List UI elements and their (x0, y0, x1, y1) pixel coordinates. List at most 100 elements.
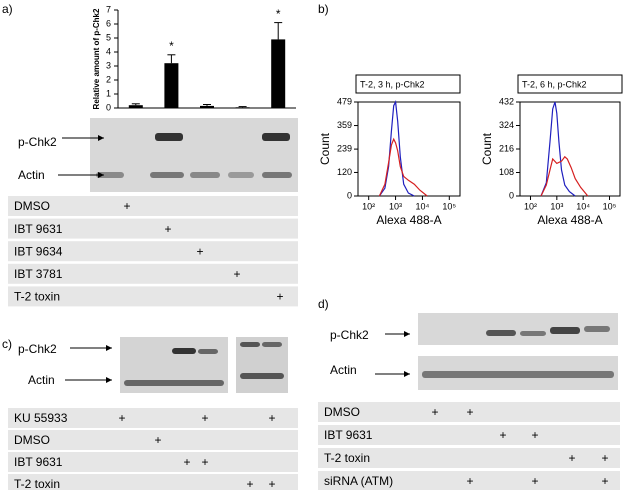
x-tick-label: 10⁴ (576, 201, 590, 211)
treatment-mark: + (196, 244, 203, 258)
blot-label: Actin (330, 363, 357, 377)
arrow-head (106, 345, 112, 351)
arrow-head (106, 377, 112, 383)
treatment-mark: + (466, 474, 473, 488)
blot-label: Actin (28, 373, 55, 387)
y-axis-title: Count (318, 132, 332, 165)
treatment-mark: + (466, 405, 473, 419)
bar (164, 63, 179, 108)
plot-title: T-2, 3 h, p-Chk2 (360, 79, 425, 89)
histogram-line (540, 155, 589, 197)
y-tick-label: 0 (106, 102, 111, 112)
y-tick-label: 3 (106, 60, 111, 70)
x-tick-label: 10² (362, 201, 375, 211)
treatment-mark: + (431, 405, 438, 419)
arrow-head (404, 331, 410, 337)
x-tick-label: 10³ (389, 201, 402, 211)
treatment-mark: + (201, 455, 208, 469)
table-row (8, 218, 298, 239)
blot-label: Actin (18, 168, 45, 182)
x-axis-title: Alexa 488-A (376, 213, 441, 227)
histogram-line (378, 137, 428, 197)
y-tick-label: 479 (337, 96, 352, 106)
table-row (8, 196, 298, 216)
y-tick-label: 5 (106, 32, 111, 42)
y-tick-label: 2 (106, 74, 111, 84)
table-row (8, 474, 298, 490)
y-tick-label: 216 (499, 143, 514, 153)
treatment-mark: + (201, 411, 208, 425)
blot-label: p-Chk2 (18, 135, 57, 149)
y-tick-label: 4 (106, 46, 111, 56)
row-label: siRNA (ATM) (324, 474, 393, 488)
plot-frame (357, 101, 461, 197)
row-label: IBT 9634 (14, 244, 63, 258)
x-tick-label: 10⁴ (415, 201, 429, 211)
y-tick-label: 359 (337, 120, 352, 130)
y-tick-label: 6 (106, 18, 111, 28)
x-tick-label: 10⁵ (442, 201, 456, 211)
treatment-mark: + (601, 474, 608, 488)
row-label: DMSO (14, 199, 50, 213)
blot-label: p-Chk2 (330, 328, 369, 342)
x-tick-label: 10⁵ (603, 201, 617, 211)
blot-image (418, 313, 618, 390)
table-row (318, 402, 620, 422)
bar (200, 105, 214, 108)
bar (271, 39, 286, 108)
treatment-mark: + (568, 451, 575, 465)
plot-frame (519, 101, 621, 197)
treatment-mark: + (531, 428, 538, 442)
treatment-mark: + (123, 199, 130, 213)
x-axis-title: Alexa 488-A (537, 213, 602, 227)
bar (128, 105, 143, 108)
x-tick-label: 10³ (550, 201, 563, 211)
row-label: KU 55933 (14, 411, 68, 425)
y-tick-label: 7 (106, 4, 111, 14)
row-label: IBT 3781 (14, 267, 63, 281)
table-row (318, 471, 620, 490)
histogram-line (540, 101, 576, 197)
treatment-mark: + (246, 477, 253, 490)
title-box (355, 74, 461, 94)
title-box (517, 74, 623, 94)
row-label: T-2 toxin (324, 451, 370, 465)
row-label: T-2 toxin (14, 477, 60, 490)
treatment-mark: + (118, 411, 125, 425)
row-label: IBT 9631 (14, 222, 63, 236)
y-axis-title: Relative amount of p-Chk2 (92, 8, 101, 109)
table-row (318, 425, 620, 445)
table-row (8, 430, 298, 450)
histogram-line (378, 99, 415, 197)
y-tick-label: 0 (509, 190, 514, 200)
treatment-mark: + (154, 433, 161, 447)
y-tick-label: 0 (347, 190, 352, 200)
table-row (8, 286, 298, 307)
table-row (8, 408, 298, 428)
y-tick-label: 120 (337, 167, 352, 177)
table-row (8, 452, 298, 472)
y-tick-label: 324 (499, 120, 514, 130)
blot-label: p-Chk2 (18, 342, 57, 356)
y-tick-label: 108 (499, 167, 514, 177)
row-label: DMSO (324, 405, 360, 419)
arrow-head (98, 135, 104, 141)
panel-label: c) (2, 337, 12, 351)
y-tick-label: 1 (106, 88, 111, 98)
plot-title: T-2, 6 h, p-Chk2 (522, 79, 587, 89)
bar (235, 107, 250, 108)
row-label: IBT 9631 (14, 455, 63, 469)
blot-image (90, 118, 298, 192)
panel-label: a) (2, 2, 13, 16)
treatment-mark: + (164, 222, 171, 236)
panel-label: b) (318, 2, 329, 16)
arrow-head (404, 371, 410, 377)
treatment-mark: + (276, 290, 283, 304)
treatment-mark: + (268, 411, 275, 425)
blot-image (120, 337, 288, 393)
treatment-mark: + (531, 474, 538, 488)
y-tick-label: 239 (337, 143, 352, 153)
table-row (8, 263, 298, 284)
table-row (8, 241, 298, 262)
